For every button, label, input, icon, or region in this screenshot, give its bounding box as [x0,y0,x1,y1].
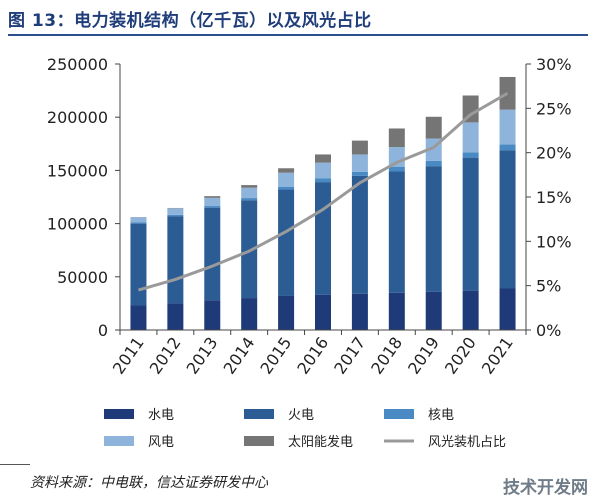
bar-segment [351,140,368,155]
bar-segment [241,200,258,299]
legend-label: 水电 [148,408,174,423]
bar-segment [425,116,442,139]
legend-label: 火电 [288,408,314,423]
left-tick-label: 0 [98,321,108,340]
legend-label: 太阳能发电 [288,434,353,450]
legend-label: 风光装机占比 [428,435,506,450]
bar-segment [351,154,368,172]
bar-segment [130,305,147,330]
bar-segment [388,171,405,293]
x-tick-label: 2013 [183,333,222,377]
bar-segment [204,206,221,208]
x-tick-label: 2011 [109,333,148,377]
bar-segment [167,303,184,330]
bar-segment [241,198,258,201]
right-tick-label: 5% [536,277,561,296]
bar-segment [130,217,147,223]
source-note: 资料来源：中电联，信达证券研发中心 [30,475,268,491]
x-tick-label: 2019 [404,333,443,377]
right-tick-label: 30% [536,55,572,74]
bar-segment [204,196,221,198]
bar-segment [388,166,405,172]
legend-swatch [244,409,274,419]
bar-segment [499,109,516,145]
legend-label: 核电 [428,408,454,423]
source-divider [0,464,30,465]
bar-segment [499,288,516,330]
bar-segment [204,207,221,301]
chart-title: 图 13：电力装机结构（亿千瓦）以及风光占比 [8,11,372,31]
bar-segment [315,162,331,179]
bar-segment [388,292,405,330]
bar-segment [167,208,184,215]
legend-swatch [104,409,134,419]
left-tick-label: 50000 [57,268,108,287]
chart-canvas: 0 50000 100000 150000 200000 250000 0% 5% 10% 15%… [47,55,572,450]
bar-segment [315,154,331,163]
bar-segment [241,187,258,199]
bar-segment [278,168,295,173]
right-tick-label: 25% [536,99,572,118]
bar-segment [462,95,479,123]
x-tick-label: 2014 [220,333,259,377]
bar-segment [462,157,479,291]
bar-segment [278,189,295,296]
x-tick-label: 2012 [146,333,185,377]
bar-segment [425,160,442,167]
bar-segment [499,144,516,151]
legend-swatch [104,436,134,446]
bar-segment [241,298,258,330]
bar-segment [425,166,442,292]
bar-segment [499,150,516,289]
right-tick-label: 20% [536,144,572,163]
left-tick-label: 200000 [47,108,108,127]
x-tick-label: 2020 [441,333,480,377]
x-tick-label: 2017 [330,333,369,377]
left-tick-label: 100000 [47,215,108,234]
bar-segment [351,293,368,330]
bar-segment [204,197,221,207]
bar-segment [462,122,479,153]
bar-segment [351,175,368,294]
bar-segment [351,171,368,176]
legend-swatch [244,436,274,446]
ratio-line [138,91,509,292]
right-tick-label: 10% [536,232,572,251]
right-tick-label: 15% [536,188,572,207]
bar-segment [241,185,258,188]
watermark: 技术开发网 [503,478,588,498]
bar-segment [315,182,331,295]
x-tick-label: 2021 [478,333,517,377]
legend-swatch [384,409,414,419]
legend-label: 风电 [148,435,174,450]
left-tick-label: 150000 [47,161,108,180]
x-tick-label: 2015 [256,333,295,377]
right-tick-label: 0% [536,321,561,340]
x-tick-label: 2016 [293,333,332,377]
left-tick-label: 250000 [47,55,108,74]
title-divider [8,34,588,36]
bar-segment [130,223,147,306]
x-tick-label: 2018 [367,333,406,377]
bar-segment [204,300,221,330]
bar-segment [388,128,405,148]
bar-segment [167,214,184,217]
bar-segment [167,216,184,304]
bar-segment [315,294,331,330]
bar-segment [130,222,147,224]
bar-segment [425,291,442,330]
bar-segment [462,290,479,330]
bar-segment [462,152,479,158]
bar-segment [278,295,295,330]
bar-segment [278,186,295,190]
bar-segment [315,178,331,183]
bar-segment [278,172,295,187]
